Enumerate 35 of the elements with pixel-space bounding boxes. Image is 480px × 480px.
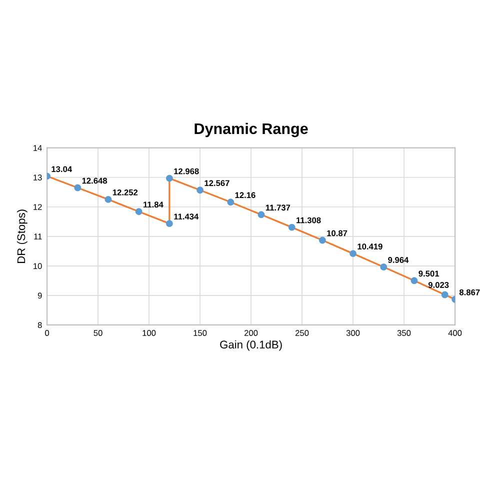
x-tick-label: 250 <box>296 330 309 336</box>
x-tick-label: 400 <box>448 330 462 336</box>
data-label: 12.252 <box>112 189 138 196</box>
chart-title: Dynamic Range <box>194 122 308 138</box>
data-label: 11.308 <box>296 217 321 224</box>
y-tick-label: 10 <box>34 263 42 270</box>
data-label: 10.419 <box>358 244 382 250</box>
data-label: 9.964 <box>388 256 409 263</box>
data-label: 12.968 <box>174 168 199 174</box>
y-axis-title: DR (Stops) <box>16 210 28 263</box>
x-axis-title: Gain (0.1dB) <box>220 340 282 351</box>
data-label: 13.04 <box>52 166 72 172</box>
data-label: 9.501 <box>418 270 440 277</box>
data-label: 9.023 <box>428 282 449 288</box>
y-tick-label: 8 <box>38 322 42 328</box>
data-label: 12.567 <box>204 180 230 186</box>
y-tick-label: 11 <box>34 234 42 240</box>
y-tick-label: 12 <box>34 204 42 210</box>
data-label: 10.87 <box>327 230 348 236</box>
data-label: 11.434 <box>174 214 199 220</box>
data-label: 11.737 <box>266 204 290 211</box>
data-label: 11.84 <box>144 202 164 208</box>
y-tick-label: 9 <box>38 292 42 299</box>
y-tick-label: 13 <box>34 174 42 180</box>
x-tick-label: 350 <box>397 330 411 336</box>
x-tick-label: 0 <box>45 330 50 336</box>
data-label: 12.16 <box>235 192 256 198</box>
data-label: 12.648 <box>82 178 108 184</box>
x-tick-label: 300 <box>346 330 360 336</box>
x-tick-label: 150 <box>194 330 207 336</box>
data-label: 8.867 <box>459 289 480 296</box>
x-tick-label: 50 <box>94 330 102 336</box>
x-tick-label: 100 <box>142 330 156 336</box>
x-tick-label: 200 <box>244 330 258 336</box>
y-tick-label: 14 <box>34 145 42 151</box>
